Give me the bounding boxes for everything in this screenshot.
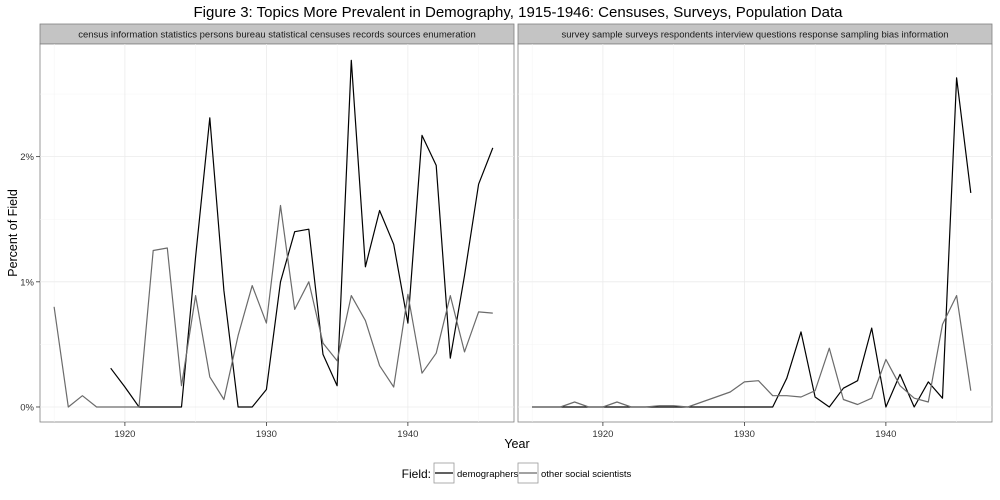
- strip-label-survey: survey sample surveys respondents interv…: [561, 30, 948, 41]
- panel-background: [517, 43, 993, 423]
- series-line-demographers: [532, 77, 972, 408]
- series-line-other-social-scientists: [53, 204, 493, 408]
- x-axis-title: Year: [504, 437, 529, 451]
- y-axis-title: Percent of Field: [6, 189, 20, 277]
- legend-entry-other-social-scientists: other social scientists: [517, 462, 632, 484]
- y-axis: 0% 1% 2%: [20, 152, 40, 413]
- legend-title: Field:: [402, 467, 431, 481]
- panel-census: census information statistics persons bu…: [39, 23, 515, 440]
- x-tick-label: 1920: [114, 429, 135, 440]
- strip-label-census: census information statistics persons bu…: [78, 30, 476, 41]
- legend: Field: demographers other social scienti…: [402, 462, 632, 484]
- chart-title: Figure 3: Topics More Prevalent in Demog…: [194, 4, 844, 21]
- legend-label-other-social-scientists: other social scientists: [541, 469, 632, 480]
- y-tick-label: 2%: [20, 152, 34, 163]
- x-tick-label: 1920: [592, 429, 613, 440]
- series-lines: [532, 77, 972, 408]
- x-tick-label: 1930: [734, 429, 755, 440]
- x-axis: 1920 1930 1940: [592, 422, 896, 440]
- y-tick-label: 0%: [20, 402, 34, 413]
- series-lines: [53, 59, 494, 408]
- legend-label-demographers: demographers: [457, 469, 519, 480]
- x-tick-label: 1940: [397, 429, 418, 440]
- y-tick-label: 1%: [20, 277, 34, 288]
- series-line-demographers: [110, 59, 494, 408]
- x-tick-label: 1940: [875, 429, 896, 440]
- x-tick-label: 1930: [256, 429, 277, 440]
- x-axis: 1920 1930 1940: [114, 422, 418, 440]
- panel-survey: survey sample surveys respondents interv…: [517, 23, 993, 440]
- series-line-other-social-scientists: [532, 295, 972, 408]
- legend-entry-demographers: demographers: [433, 462, 519, 484]
